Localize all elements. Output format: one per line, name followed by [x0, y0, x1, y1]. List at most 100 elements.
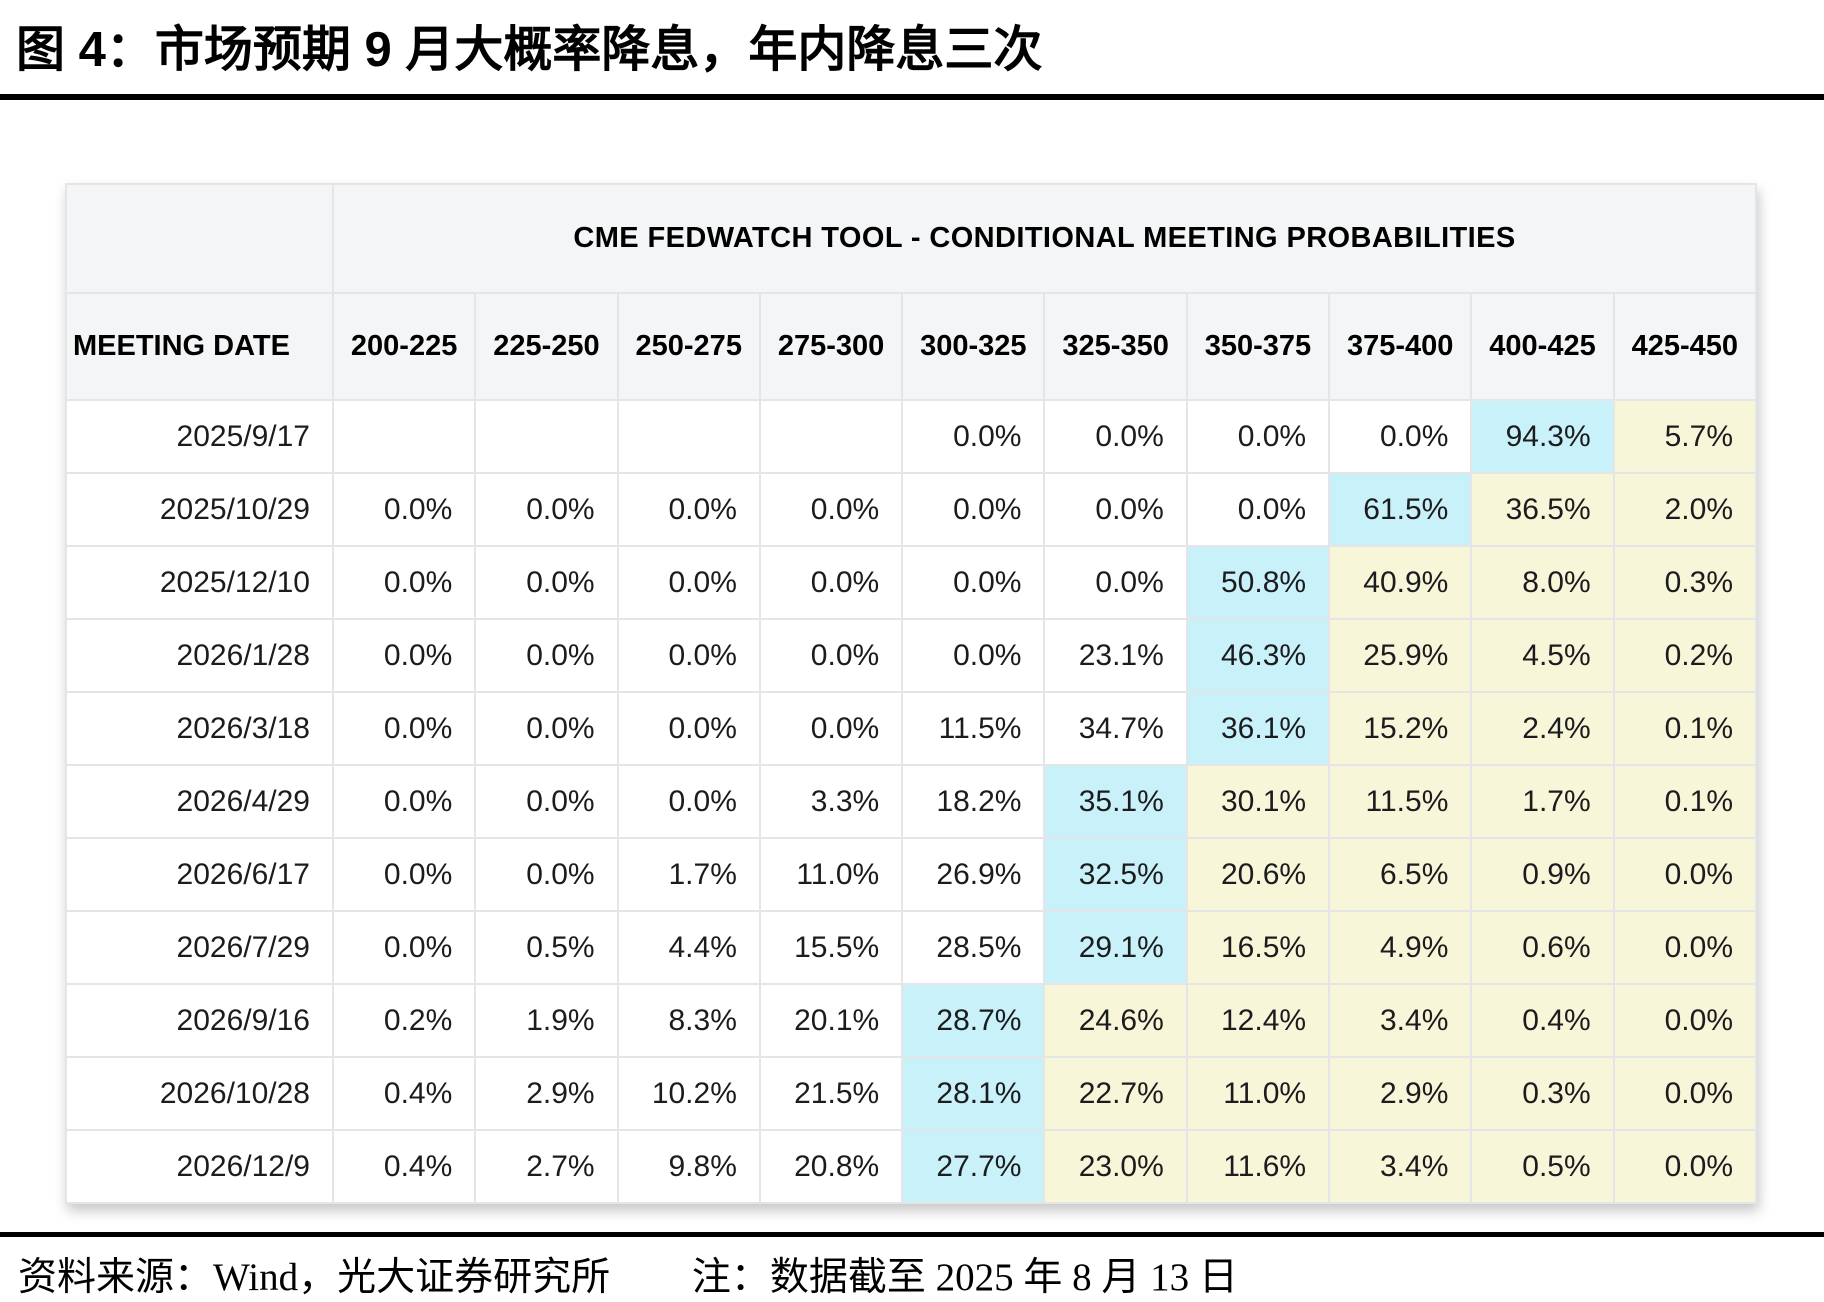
meeting-date-cell: 2026/3/18	[65, 691, 334, 766]
probability-cell: 0.1%	[1612, 691, 1758, 766]
probability-cell	[616, 399, 761, 474]
rate-range-header: 225-250	[474, 292, 619, 401]
probability-cell: 15.2%	[1328, 691, 1473, 766]
table-row: 2026/7/29 0.0% 0.5% 4.4% 15.5% 28.5% 29.1% 16.5…	[65, 910, 1758, 985]
probability-cell: 0.9%	[1470, 837, 1615, 912]
probability-cell: 20.6%	[1185, 837, 1331, 912]
probability-cell: 0.0%	[1043, 545, 1188, 620]
probability-cell: 11.5%	[1328, 764, 1473, 839]
table-row: 2026/4/29 0.0% 0.0% 0.0% 3.3% 18.2% 35.1% 30.1%…	[65, 764, 1758, 839]
table-row: 2025/10/29 0.0% 0.0% 0.0% 0.0% 0.0% 0.0% 0.0% 61…	[65, 472, 1758, 547]
probability-cell: 15.5%	[758, 910, 904, 985]
rate-range-header: 325-350	[1043, 292, 1188, 401]
probability-cell: 0.0%	[474, 764, 619, 839]
probability-cell: 0.0%	[616, 472, 761, 547]
column-header-row: MEETING DATE 200-225 225-250 250-275 275-300…	[65, 292, 1758, 401]
probability-cell: 2.4%	[1470, 691, 1615, 766]
probability-cell: 40.9%	[1328, 545, 1473, 620]
probability-cell: 0.0%	[1043, 472, 1188, 547]
probability-cell: 11.6%	[1185, 1129, 1331, 1204]
probability-cell: 0.0%	[474, 837, 619, 912]
probability-cell: 2.7%	[474, 1129, 619, 1204]
probability-cell: 0.3%	[1612, 545, 1758, 620]
table-row: 2025/9/17 0.0% 0.0% 0.0% 0.0% 94.3% 5.7%	[65, 399, 1758, 474]
probability-cell: 0.0%	[474, 472, 619, 547]
probability-cell: 5.7%	[1612, 399, 1758, 474]
rate-range-header: 275-300	[758, 292, 904, 401]
probability-cell: 24.6%	[1043, 983, 1188, 1058]
corner-cell	[65, 183, 334, 294]
probability-cell: 1.7%	[616, 837, 761, 912]
probability-cell: 8.3%	[616, 983, 761, 1058]
probability-cell: 0.0%	[1612, 1056, 1758, 1131]
data-cutoff-note: 注：数据截至 2025 年 8 月 13 日	[691, 1256, 1238, 1299]
probability-cell: 0.0%	[331, 910, 477, 985]
probability-cell: 22.7%	[1043, 1056, 1188, 1131]
table-row: 2026/9/16 0.2% 1.9% 8.3% 20.1% 28.7% 24.6% 12.4…	[65, 983, 1758, 1058]
title-divider-rule	[0, 94, 1824, 100]
probability-cell: 0.0%	[758, 545, 904, 620]
meeting-date-cell: 2026/4/29	[65, 764, 334, 839]
probability-cell: 11.0%	[1185, 1056, 1331, 1131]
probability-cell: 0.0%	[616, 764, 761, 839]
probability-cell: 12.4%	[1185, 983, 1331, 1058]
probability-cell: 2.9%	[1328, 1056, 1473, 1131]
meeting-date-cell: 2026/9/16	[65, 983, 334, 1058]
probability-cell: 28.1%	[901, 1056, 1046, 1131]
probability-cell: 1.9%	[474, 983, 619, 1058]
table-row: 2026/3/18 0.0% 0.0% 0.0% 0.0% 11.5% 34.7% 36.1%…	[65, 691, 1758, 766]
meeting-date-cell: 2026/10/28	[65, 1056, 334, 1131]
probability-cell: 0.0%	[331, 618, 477, 693]
probability-cell: 0.0%	[1612, 983, 1758, 1058]
meeting-date-cell: 2026/1/28	[65, 618, 334, 693]
probability-cell: 2.9%	[474, 1056, 619, 1131]
probability-cell: 3.3%	[758, 764, 904, 839]
table-row: 2026/1/28 0.0% 0.0% 0.0% 0.0% 0.0% 23.1% 46.3% 2…	[65, 618, 1758, 693]
probability-cell: 0.0%	[901, 618, 1046, 693]
probability-cell: 27.7%	[901, 1129, 1046, 1204]
source-note: 资料来源：Wind，光大证券研究所	[18, 1256, 611, 1299]
table-row: 2026/6/17 0.0% 0.0% 1.7% 11.0% 26.9% 32.5% 20.6…	[65, 837, 1758, 912]
probability-cell: 29.1%	[1043, 910, 1188, 985]
probability-cell: 0.0%	[331, 764, 477, 839]
probability-cell: 0.0%	[331, 545, 477, 620]
probability-cell: 23.1%	[1043, 618, 1188, 693]
figure-footer: 资料来源：Wind，光大证券研究所 注：数据截至 2025 年 8 月 13 日	[18, 1246, 1238, 1302]
probability-cell: 0.0%	[758, 618, 904, 693]
probability-cell: 0.0%	[901, 472, 1046, 547]
probability-cell: 0.1%	[1612, 764, 1758, 839]
table-banner-title: CME FEDWATCH TOOL - CONDITIONAL MEETING …	[332, 183, 1757, 294]
probability-cell: 0.4%	[331, 1056, 477, 1131]
probability-cell: 3.4%	[1328, 983, 1473, 1058]
probability-cell: 0.0%	[901, 399, 1046, 474]
probability-cell: 2.0%	[1612, 472, 1758, 547]
probability-cell: 0.0%	[758, 472, 904, 547]
rate-range-header: 350-375	[1185, 292, 1331, 401]
probability-cell: 0.4%	[1470, 983, 1615, 1058]
probability-cell: 16.5%	[1185, 910, 1331, 985]
probability-cell: 21.5%	[758, 1056, 904, 1131]
probability-cell: 6.5%	[1328, 837, 1473, 912]
probability-cell: 0.3%	[1470, 1056, 1615, 1131]
probability-cell: 0.5%	[1470, 1129, 1615, 1204]
probability-cell: 32.5%	[1043, 837, 1188, 912]
probability-cell: 34.7%	[1043, 691, 1188, 766]
probability-cell: 0.0%	[1612, 837, 1758, 912]
probability-cell: 28.7%	[901, 983, 1046, 1058]
table-row: 2026/12/9 0.4% 2.7% 9.8% 20.8% 27.7% 23.0% 11.6…	[65, 1129, 1758, 1204]
probability-cell: 0.0%	[1185, 472, 1331, 547]
meeting-date-header: MEETING DATE	[65, 292, 334, 401]
probability-cell: 20.1%	[758, 983, 904, 1058]
probability-cell: 8.0%	[1470, 545, 1615, 620]
rate-range-header: 200-225	[331, 292, 477, 401]
probability-cell: 0.0%	[1612, 910, 1758, 985]
probability-cell: 0.0%	[901, 545, 1046, 620]
probability-cell: 0.0%	[616, 691, 761, 766]
probability-cell: 0.5%	[474, 910, 619, 985]
table-row: 2026/10/28 0.4% 2.9% 10.2% 21.5% 28.1% 22.7% 11…	[65, 1056, 1758, 1131]
probability-cell: 0.0%	[474, 691, 619, 766]
probability-cell: 0.0%	[474, 618, 619, 693]
rate-range-header: 425-450	[1612, 292, 1758, 401]
probability-cell	[474, 399, 619, 474]
probability-cell: 11.5%	[901, 691, 1046, 766]
